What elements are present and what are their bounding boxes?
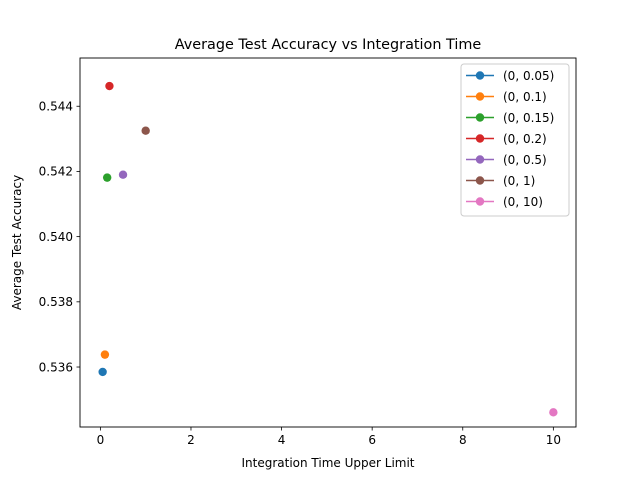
x-axis-label: Integration Time Upper Limit: [241, 456, 414, 470]
x-tick-label: 6: [368, 433, 376, 447]
x-axis: 0 2 4 6 8 10: [97, 427, 561, 447]
data-point: [102, 173, 112, 182]
y-axis: 0.536 0.538 0.540 0.542 0.544: [39, 100, 80, 374]
data-points: [98, 81, 558, 417]
x-tick-label: 8: [459, 433, 467, 447]
legend-marker: [475, 71, 485, 80]
data-point: [100, 350, 110, 359]
legend-label: (0, 0.5): [503, 153, 547, 167]
x-tick-label: 4: [278, 433, 286, 447]
legend-marker: [475, 113, 485, 122]
legend-frame: [460, 63, 570, 217]
x-tick-label: 0: [97, 433, 105, 447]
x-tick-label: 2: [187, 433, 195, 447]
y-tick-label: 0.536: [39, 360, 73, 374]
data-point: [141, 126, 150, 135]
legend-marker: [475, 92, 485, 101]
y-tick-label: 0.542: [39, 165, 73, 179]
legend-label: (0, 1): [503, 174, 535, 188]
chart-title: Average Test Accuracy vs Integration Tim…: [175, 37, 482, 53]
x-tick-label: 10: [546, 433, 561, 447]
legend-label: (0, 0.15): [503, 111, 554, 125]
legend-marker: [475, 134, 485, 143]
data-point: [549, 408, 558, 417]
data-point: [105, 81, 114, 91]
legend-label: (0, 0.1): [503, 90, 547, 104]
y-tick-label: 0.544: [39, 100, 73, 114]
legend-label: (0, 0.2): [503, 132, 547, 146]
legend-label: (0, 0.05): [503, 69, 554, 83]
data-point: [98, 367, 107, 377]
y-tick-label: 0.540: [39, 230, 73, 244]
legend-marker: [475, 197, 485, 206]
legend-marker: [475, 155, 485, 164]
legend: (0, 0.05) (0, 0.1) (0, 0.15) (0, 0.2) (0, 0.…: [460, 63, 570, 217]
legend-marker: [475, 176, 485, 185]
y-axis-label: Average Test Accuracy: [10, 175, 24, 310]
legend-label: (0, 10): [503, 195, 543, 209]
data-point: [118, 170, 128, 179]
y-tick-label: 0.538: [39, 295, 73, 309]
